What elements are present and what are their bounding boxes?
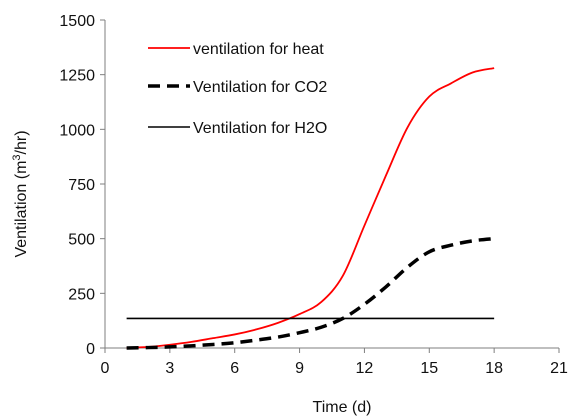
legend-label: Ventilation for H2O xyxy=(193,120,327,137)
x-tick-label: 12 xyxy=(356,360,374,377)
y-tick-label: 0 xyxy=(86,341,95,358)
x-tick-label: 0 xyxy=(101,360,110,377)
y-tick-label: 1250 xyxy=(59,68,95,85)
x-tick-label: 6 xyxy=(230,360,239,377)
legend-label: Ventilation for CO2 xyxy=(193,79,327,96)
legend-label: ventilation for heat xyxy=(193,41,324,58)
x-tick-label: 9 xyxy=(295,360,304,377)
ticks-layer: 0 3 6 9 12 15 18 21 0 250 500 750 1000 1250 1500 xyxy=(59,13,568,377)
series-layer xyxy=(126,67,495,350)
y-tick-label: 1500 xyxy=(59,13,95,30)
legend-item-h2o: Ventilation for H2O xyxy=(148,120,327,137)
x-tick-label: 21 xyxy=(550,360,568,377)
legend-item-co2: Ventilation for CO2 xyxy=(148,79,327,96)
y-tick-label: 750 xyxy=(68,177,95,194)
y-tick-label: 500 xyxy=(68,232,95,249)
y-tick-label: 1000 xyxy=(59,122,95,139)
y-axis-title-tail: /hr) xyxy=(13,130,30,154)
x-tick-label: 3 xyxy=(165,360,174,377)
y-axis-title-superscript: 3 xyxy=(11,154,23,160)
x-tick-label: 15 xyxy=(420,360,438,377)
legend-item-heat: ventilation for heat xyxy=(148,41,324,58)
x-tick-label: 18 xyxy=(485,360,503,377)
x-axis-title: Time (d) xyxy=(313,399,372,416)
y-axis-title-main: Ventilation (m xyxy=(13,161,30,258)
series-co2-line xyxy=(126,236,495,350)
y-axis-title: Ventilation (m3/hr) xyxy=(11,130,30,257)
legend: ventilation for heat Ventilation for CO2 V… xyxy=(148,41,327,137)
y-tick-label: 250 xyxy=(68,286,95,303)
series-heat-line xyxy=(126,67,495,349)
